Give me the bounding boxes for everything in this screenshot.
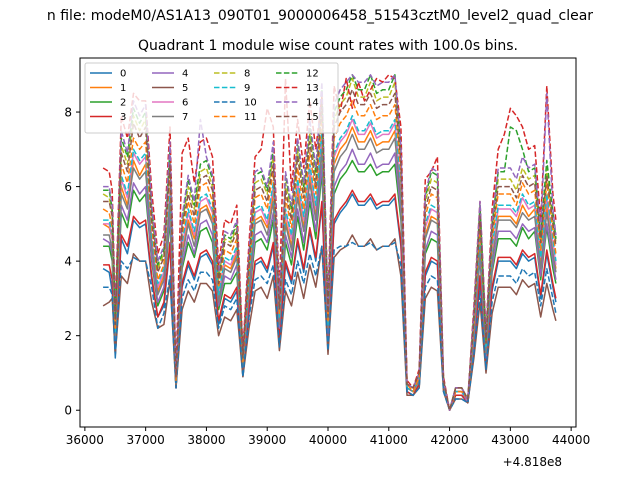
series-layer: [102, 74, 557, 411]
legend-label-9: 9: [244, 83, 250, 94]
x-offset-text: +4.818e8: [503, 455, 562, 469]
legend-label-14: 14: [306, 98, 319, 109]
legend-label-5: 5: [182, 83, 188, 94]
x-axis: 36000 37000 38000 39000 40000 41000 42000 43000…: [66, 427, 590, 447]
legend-label-8: 8: [244, 69, 250, 80]
legend-label-6: 6: [182, 98, 188, 109]
x-tick-label: 38000: [187, 433, 225, 447]
figure-suptitle: n file: modeM0/AS1A13_090T01_9000006458_…: [47, 8, 593, 24]
y-tick-label: 6: [64, 180, 72, 194]
x-tick-label: 44000: [552, 433, 590, 447]
legend-label-1: 1: [120, 83, 126, 94]
chart-title: Quadrant 1 module wise count rates with …: [138, 38, 518, 54]
legend-label-15: 15: [306, 112, 319, 123]
legend-label-4: 4: [182, 69, 188, 80]
y-tick-label: 2: [64, 329, 72, 343]
x-tick-label: 36000: [66, 433, 104, 447]
legend-label-13: 13: [306, 83, 319, 94]
y-axis: 0 2 4 6 8: [64, 106, 80, 418]
x-tick-label: 41000: [370, 433, 408, 447]
x-tick-label: 39000: [248, 433, 286, 447]
x-tick-label: 40000: [309, 433, 347, 447]
y-tick-label: 4: [64, 255, 72, 269]
legend-box: [84, 62, 339, 134]
y-tick-label: 0: [64, 404, 72, 418]
legend-label-10: 10: [244, 98, 257, 109]
x-tick-label: 43000: [491, 433, 529, 447]
y-tick-label: 8: [64, 106, 72, 120]
x-tick-label: 42000: [430, 433, 468, 447]
series-line-15: [103, 88, 557, 411]
series-line-10: [103, 241, 557, 411]
legend-label-11: 11: [244, 112, 257, 123]
legend-label-2: 2: [120, 98, 126, 109]
legend-label-7: 7: [182, 112, 188, 123]
legend-label-0: 0: [120, 69, 126, 80]
x-tick-label: 37000: [127, 433, 165, 447]
legend-label-12: 12: [306, 69, 319, 80]
legend-label-3: 3: [120, 112, 126, 123]
